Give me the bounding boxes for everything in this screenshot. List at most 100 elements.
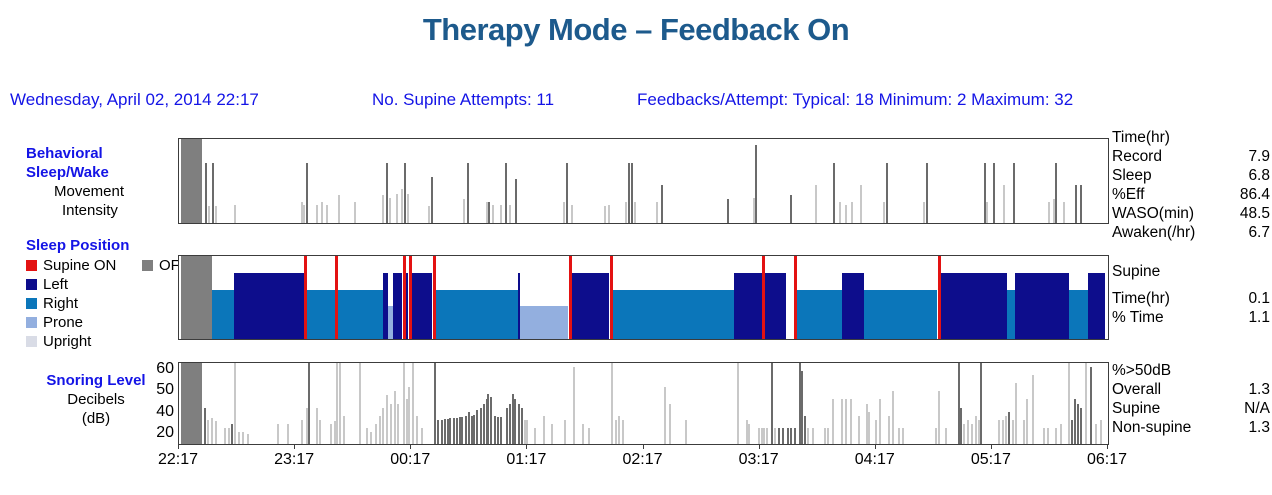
- snore-bar: [233, 363, 236, 444]
- report-date: Wednesday, April 02, 2014 22:17: [10, 90, 259, 109]
- stat-label: Overall: [1112, 381, 1162, 398]
- position-segment-left: [405, 272, 409, 339]
- snore-bar: [370, 431, 373, 444]
- snore-bar: [467, 411, 470, 444]
- snore-bar: [228, 427, 231, 444]
- movement-bar: [983, 162, 986, 223]
- upright-swatch: [26, 336, 37, 347]
- snore-bar: [1094, 423, 1097, 444]
- off-swatch: [142, 260, 153, 271]
- snore-bar: [300, 419, 303, 444]
- snore-bar: [849, 399, 852, 444]
- legend-label: Prone: [43, 314, 84, 331]
- snore-bar: [487, 393, 490, 444]
- movement-bar: [624, 202, 627, 223]
- legend-item-supine_on: Supine ON: [26, 256, 118, 275]
- supine-on-marker: [569, 256, 573, 339]
- stat-label: % Time: [1112, 309, 1164, 326]
- prone-swatch: [26, 317, 37, 328]
- snore-bar: [618, 415, 621, 444]
- movement-bar: [406, 193, 409, 223]
- snore-bar: [858, 415, 861, 444]
- snoring-stats-block: %>50dB Overall 1.3 Supine N/A Non-supine 1.3: [1112, 361, 1270, 437]
- snore-bar: [1068, 363, 1071, 444]
- movement-bar: [463, 199, 466, 223]
- snore-bar: [757, 427, 760, 444]
- time-tick: [178, 444, 179, 449]
- db-unit-label: (dB): [81, 410, 111, 427]
- snore-bar: [793, 427, 796, 444]
- movement-bar: [396, 193, 399, 223]
- stat-value: 6.7: [1248, 224, 1270, 241]
- movement-label: Movement: [54, 183, 125, 200]
- movement-bar: [211, 162, 214, 223]
- snore-bar: [760, 427, 763, 444]
- snore-bar: [963, 423, 966, 444]
- snore-bar: [1099, 419, 1102, 444]
- movement-bar: [321, 202, 324, 223]
- snore-bar: [359, 363, 362, 444]
- snore-bar: [485, 399, 488, 444]
- movement-bar: [754, 144, 757, 223]
- snore-bar: [1007, 411, 1010, 444]
- movement-bar: [631, 162, 634, 223]
- movement-bar: [488, 202, 491, 223]
- snore-bar: [841, 399, 844, 444]
- snore-bar: [1004, 415, 1007, 444]
- snore-bar: [801, 371, 804, 444]
- position-segment-left: [392, 272, 402, 339]
- stat-value: 7.9: [1248, 148, 1270, 165]
- movement-bar: [571, 204, 574, 223]
- snore-bar: [246, 434, 249, 444]
- snore-bar: [770, 363, 773, 444]
- snore-bar: [966, 419, 969, 444]
- snore-bar: [781, 427, 784, 444]
- position-segment-left: [733, 272, 786, 339]
- movement-bar: [508, 204, 511, 223]
- snore-bar: [977, 419, 980, 444]
- movement-bar: [430, 176, 433, 223]
- time-tick: [990, 444, 992, 449]
- snoring-ytick-40: 40: [156, 403, 174, 420]
- movement-bar: [353, 202, 356, 223]
- movement-bar: [885, 162, 888, 223]
- snore-bar: [490, 397, 493, 444]
- stat-label: Sleep: [1112, 167, 1152, 184]
- supine-on-marker: [762, 256, 766, 339]
- movement-bar: [515, 179, 518, 223]
- off-period-block: [180, 363, 203, 444]
- snore-bar: [204, 407, 207, 444]
- snore-bar: [378, 415, 381, 444]
- right-swatch: [26, 298, 37, 309]
- snore-bar: [790, 427, 793, 444]
- stat-row: Sleep 6.8: [1112, 166, 1270, 185]
- time-tick: [758, 444, 760, 449]
- snore-bar: [382, 407, 385, 444]
- position-segment-right: [863, 290, 938, 339]
- movement-bar: [427, 206, 430, 223]
- stat-label: Awaken(/hr): [1112, 224, 1196, 241]
- snore-bar: [550, 423, 553, 444]
- supine-on-marker: [335, 256, 339, 339]
- snore-bar: [892, 391, 895, 444]
- position-segment-left: [1015, 272, 1069, 339]
- movement-bar: [850, 202, 853, 223]
- snoring-level-chart: [178, 362, 1109, 445]
- snoring-stats-header: %>50dB: [1112, 362, 1172, 379]
- legend-row: Prone: [26, 313, 189, 332]
- movement-bar: [403, 162, 406, 223]
- snore-bar: [523, 419, 526, 444]
- snore-bar: [393, 391, 396, 444]
- snore-bar: [500, 417, 503, 444]
- movement-bar: [986, 202, 989, 223]
- stat-value: 1.1: [1248, 309, 1270, 326]
- snore-bar: [455, 418, 458, 444]
- snore-bar: [737, 363, 740, 444]
- movement-bar: [1013, 162, 1016, 223]
- snore-bar: [572, 367, 575, 444]
- time-tick: [874, 444, 876, 449]
- snore-bar: [1077, 403, 1080, 444]
- time-label: 05:17: [970, 451, 1011, 468]
- snore-bar: [622, 419, 625, 444]
- snore-bar: [386, 395, 389, 444]
